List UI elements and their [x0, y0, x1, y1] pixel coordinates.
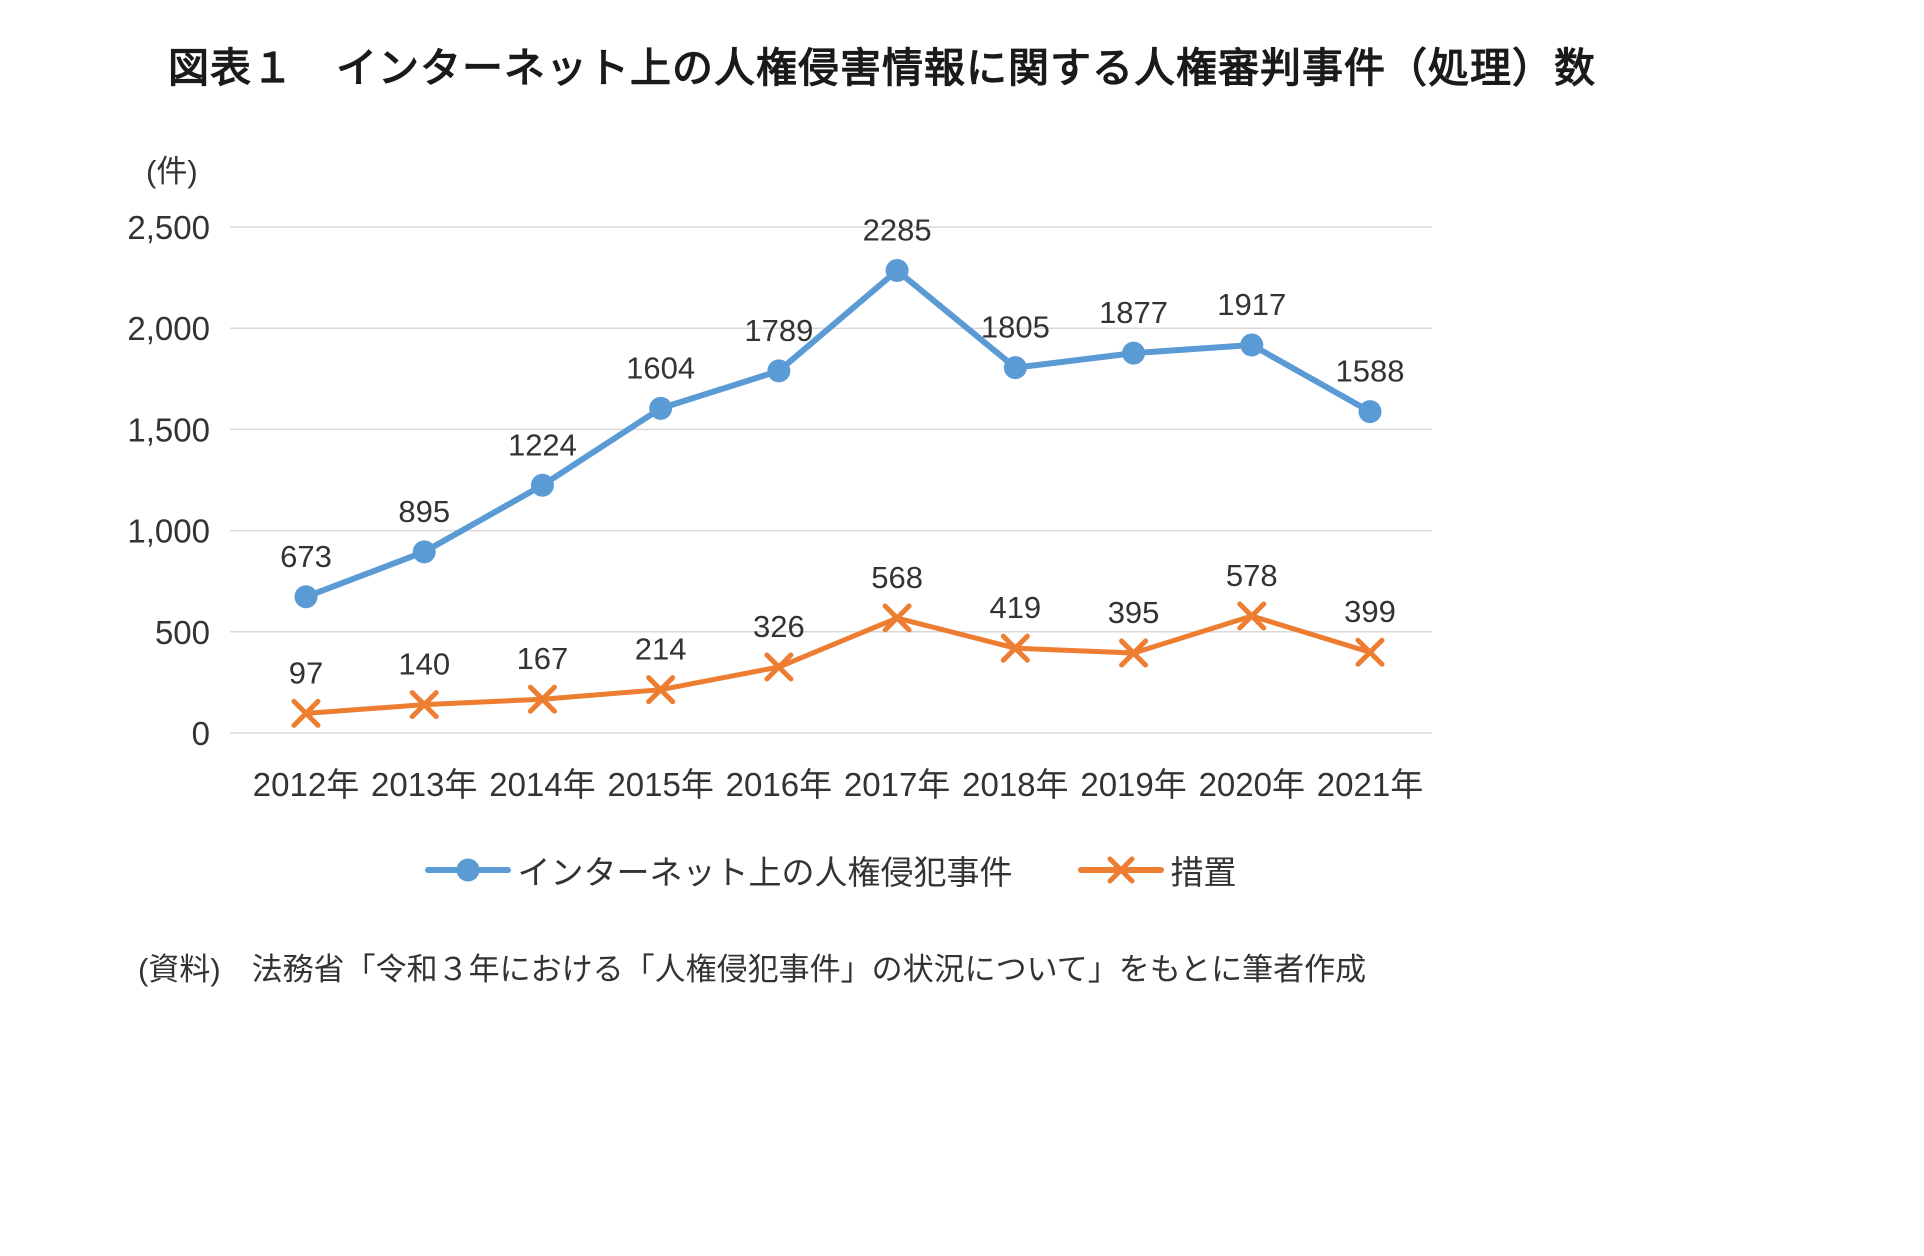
svg-text:2017年: 2017年 — [844, 766, 950, 803]
svg-text:1877: 1877 — [1099, 295, 1168, 330]
chart-title: 図表１ インターネット上の人権侵害情報に関する人権審判事件（処理）数 — [168, 45, 1596, 91]
svg-text:167: 167 — [517, 641, 569, 676]
svg-text:1,000: 1,000 — [127, 513, 210, 550]
legend-item-measures: 措置 — [1077, 846, 1237, 894]
svg-text:1604: 1604 — [626, 350, 695, 385]
svg-text:214: 214 — [635, 632, 687, 667]
svg-text:2013年: 2013年 — [371, 766, 477, 803]
svg-text:500: 500 — [155, 614, 210, 651]
y-axis-unit-label: (件) — [146, 154, 198, 189]
svg-text:97: 97 — [289, 655, 323, 690]
svg-text:2014年: 2014年 — [489, 766, 595, 803]
series2-line-x-marker-icon — [1077, 856, 1164, 884]
svg-text:2285: 2285 — [863, 213, 932, 248]
svg-text:1588: 1588 — [1336, 354, 1405, 389]
svg-text:2018年: 2018年 — [962, 766, 1068, 803]
svg-text:2020年: 2020年 — [1199, 766, 1305, 803]
svg-text:1789: 1789 — [744, 313, 813, 348]
svg-text:1805: 1805 — [981, 310, 1050, 345]
svg-text:673: 673 — [280, 539, 332, 574]
svg-text:1224: 1224 — [508, 427, 577, 462]
series1-line-circle-marker-icon — [424, 858, 511, 882]
source-note: (資料) 法務省「令和３年における「人権侵犯事件」の状況について」をもとに筆者作… — [138, 952, 1367, 987]
svg-text:578: 578 — [1226, 558, 1278, 593]
svg-text:2019年: 2019年 — [1080, 766, 1186, 803]
svg-text:395: 395 — [1108, 595, 1160, 630]
chart-legend: インターネット上の人権侵犯事件 措置 — [230, 846, 1430, 894]
svg-text:2015年: 2015年 — [607, 766, 713, 803]
svg-text:2012年: 2012年 — [253, 766, 359, 803]
svg-text:419: 419 — [989, 590, 1041, 625]
svg-text:1,500: 1,500 — [127, 411, 210, 448]
legend-label-internet-cases: インターネット上の人権侵犯事件 — [517, 854, 1013, 891]
svg-text:1917: 1917 — [1217, 287, 1286, 322]
legend-label-measures: 措置 — [1170, 854, 1237, 891]
svg-text:2021年: 2021年 — [1317, 766, 1423, 803]
svg-text:0: 0 — [192, 715, 210, 752]
svg-text:2,500: 2,500 — [127, 209, 210, 246]
svg-text:568: 568 — [871, 560, 923, 595]
svg-text:399: 399 — [1344, 594, 1396, 629]
svg-text:2,000: 2,000 — [127, 310, 210, 347]
svg-text:2016年: 2016年 — [726, 766, 832, 803]
line-chart-canvas: 0 500 1,000 1,500 2,000 2,500 2012年 2013年 2014年 2… — [127, 209, 1432, 803]
svg-text:895: 895 — [398, 494, 450, 529]
svg-text:140: 140 — [398, 647, 450, 682]
legend-item-internet-cases: インターネット上の人権侵犯事件 — [424, 846, 1013, 894]
svg-text:326: 326 — [753, 609, 805, 644]
